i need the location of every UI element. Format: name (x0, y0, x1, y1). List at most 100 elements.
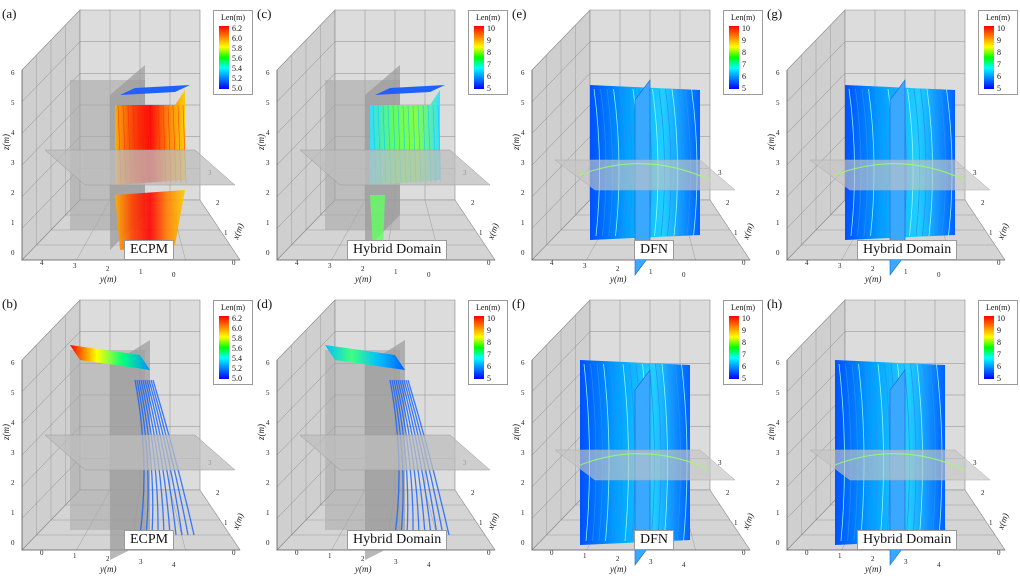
colorbar-tick: 5.2 (232, 74, 242, 83)
legend-title: Len(m) (476, 303, 500, 312)
y-tick: 1 (649, 268, 653, 276)
x-tick: 0 (997, 549, 1001, 557)
colorbar-tick: 6 (487, 72, 491, 81)
x-tick: 1 (479, 519, 483, 527)
y-tick: 1 (394, 268, 398, 276)
z-tick: 4 (776, 419, 780, 427)
z-tick: 5 (521, 99, 525, 107)
z-tick: 1 (521, 219, 525, 227)
colorbar-tick: 5 (487, 374, 491, 383)
colorbar-tick: 5 (997, 84, 1001, 93)
y-tick: 0 (805, 549, 809, 557)
panel-label: (e) (512, 6, 527, 21)
block-top (325, 345, 405, 370)
frame-edge (531, 360, 750, 551)
z-tick: 5 (776, 99, 780, 107)
colorbar (474, 316, 484, 379)
panel-label: (h) (767, 296, 783, 311)
z-tick: 4 (266, 129, 270, 137)
z-tick: 0 (521, 539, 525, 547)
z-axis-label: z(m) (256, 134, 266, 151)
legend-title: Len(m) (476, 13, 500, 22)
y-axis-label: y(m) (99, 564, 117, 574)
colorbar-tick: 7 (742, 60, 746, 69)
legend-title: Len(m) (731, 13, 755, 22)
z-tick: 5 (521, 389, 525, 397)
z-tick: 0 (776, 249, 780, 257)
x-tick: 2 (981, 489, 985, 497)
colorbar-tick: 9 (997, 326, 1001, 335)
z-tick: 1 (776, 509, 780, 517)
colorbar-tick: 8 (997, 338, 1001, 347)
horizontal-plane (809, 449, 991, 481)
z-tick: 3 (521, 449, 525, 457)
colorbar-tick: 8 (487, 338, 491, 347)
x-tick: 3 (973, 169, 977, 177)
x-tick: 2 (726, 489, 730, 497)
panel-label: (c) (257, 6, 272, 21)
legend-title: Len(m) (731, 303, 755, 312)
legend-title: Len(m) (221, 303, 245, 312)
z-tick: 1 (776, 219, 780, 227)
colorbar-tick: 7 (997, 60, 1001, 69)
panel-g: 0 1 2 3 4 5 6 z(m) 4 3 2 1 0 y(m) 0 1 2 3 x(m) (g) Hybrid Do… (765, 0, 1020, 290)
z-axis-label: z(m) (766, 424, 776, 441)
domain-label: ECPM (124, 530, 175, 550)
y-tick: 0 (427, 271, 431, 279)
frame-edge (786, 360, 1005, 551)
colorbar (729, 316, 739, 379)
horizontal-plane (809, 159, 991, 191)
colorbar-tick: 7 (742, 350, 746, 359)
domain-label: Hybrid Domain (857, 530, 958, 550)
panel-b: 0123456z(m)01234y(m)0123x(m)(b)ECPMLen(m… (0, 290, 255, 580)
y-tick: 1 (73, 552, 77, 560)
y-axis-label: y(m) (864, 564, 882, 574)
z-tick: 3 (776, 159, 780, 167)
x-tick: 1 (989, 229, 993, 237)
y-tick: 3 (328, 262, 332, 270)
colorbar-tick: 8 (742, 338, 746, 347)
frame-edge (786, 70, 1005, 261)
x-axis-label: x(m) (995, 512, 1010, 532)
y-tick: 2 (616, 265, 620, 273)
legend-title: Len(m) (221, 13, 245, 22)
colorbar-tick: 5.4 (232, 64, 242, 73)
domain-label: Hybrid Domain (857, 240, 958, 260)
x-tick: 0 (232, 259, 236, 267)
z-tick: 6 (521, 359, 525, 367)
colorbar-tick: 5.8 (232, 44, 242, 53)
streamline (579, 163, 711, 181)
colorbar-tick: 5.0 (232, 84, 242, 93)
colorbar-tick: 5 (742, 84, 746, 93)
panel-e: 0 1 2 3 4 5 6 z(m) 4 3 2 1 0 y(m) 0 1 2 3 x(m) (e) DFN Len(m)… (510, 0, 765, 290)
frame-edge (276, 70, 495, 261)
z-tick: 2 (266, 189, 270, 197)
y-axis-label: y(m) (609, 274, 627, 284)
x-tick: 1 (734, 519, 738, 527)
z-tick: 3 (776, 449, 780, 457)
x-tick: 0 (487, 549, 491, 557)
colorbar-tick: 6 (742, 362, 746, 371)
colorbar-tick: 10 (487, 24, 495, 33)
domain-label: Hybrid Domain (347, 240, 448, 260)
y-tick: 2 (106, 265, 110, 273)
z-tick: 1 (266, 219, 270, 227)
y-tick: 2 (361, 265, 365, 273)
z-axis-label: z(m) (1, 134, 11, 151)
z-tick: 1 (11, 219, 15, 227)
z-tick: 5 (11, 389, 15, 397)
x-axis-label: x(m) (740, 222, 755, 242)
colorbar-tick: 7 (997, 350, 1001, 359)
colorbar-tick: 10 (997, 314, 1005, 323)
panel-h: 0 1 2 3 4 5 6 z(m) 0 1 2 3 4 y(m) 0 1 2 3 x(m) (h) Hybrid Do… (765, 290, 1020, 580)
horizontal-plane (299, 149, 491, 186)
z-tick: 6 (11, 69, 15, 77)
colorbar-tick: 5.0 (232, 374, 242, 383)
z-tick: 0 (266, 539, 270, 547)
colorbar-tick: 6 (997, 72, 1001, 81)
y-tick: 1 (139, 268, 143, 276)
